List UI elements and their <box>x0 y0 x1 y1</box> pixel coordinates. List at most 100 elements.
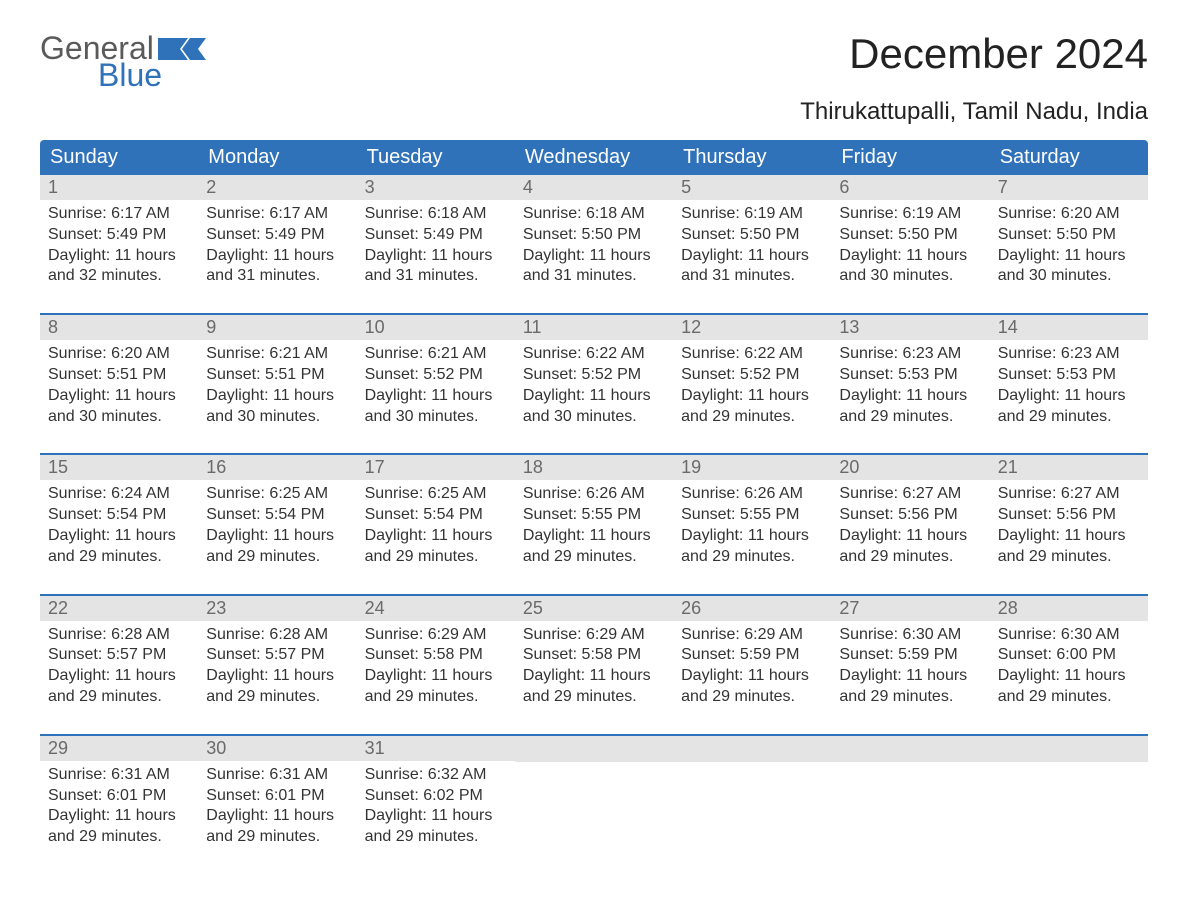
calendar: Sunday Monday Tuesday Wednesday Thursday… <box>40 140 1148 856</box>
day-line: Sunrise: 6:23 AM <box>839 344 981 365</box>
day-cell: 28Sunrise: 6:30 AMSunset: 6:00 PMDayligh… <box>990 596 1148 716</box>
empty-day-bar <box>831 736 989 762</box>
day-number: 30 <box>198 736 356 761</box>
day-number: 21 <box>990 455 1148 480</box>
day-line: Sunrise: 6:28 AM <box>48 625 190 646</box>
day-content: Sunrise: 6:28 AMSunset: 5:57 PMDaylight:… <box>40 621 198 716</box>
day-header: Tuesday <box>357 140 515 175</box>
day-number: 26 <box>673 596 831 621</box>
day-content: Sunrise: 6:29 AMSunset: 5:58 PMDaylight:… <box>515 621 673 716</box>
day-number: 31 <box>357 736 515 761</box>
day-cell: 2Sunrise: 6:17 AMSunset: 5:49 PMDaylight… <box>198 175 356 295</box>
day-content: Sunrise: 6:24 AMSunset: 5:54 PMDaylight:… <box>40 480 198 575</box>
day-line: Sunrise: 6:26 AM <box>523 484 665 505</box>
day-content: Sunrise: 6:18 AMSunset: 5:50 PMDaylight:… <box>515 200 673 295</box>
day-number: 23 <box>198 596 356 621</box>
day-line: Sunrise: 6:31 AM <box>48 765 190 786</box>
day-number: 15 <box>40 455 198 480</box>
day-line: and 29 minutes. <box>206 827 348 848</box>
day-content: Sunrise: 6:17 AMSunset: 5:49 PMDaylight:… <box>40 200 198 295</box>
day-line: Daylight: 11 hours <box>839 386 981 407</box>
day-line: Daylight: 11 hours <box>365 806 507 827</box>
day-line: and 29 minutes. <box>365 827 507 848</box>
day-content: Sunrise: 6:27 AMSunset: 5:56 PMDaylight:… <box>990 480 1148 575</box>
day-line: Sunrise: 6:19 AM <box>839 204 981 225</box>
day-number: 24 <box>357 596 515 621</box>
header: General Blue December 2024 <box>40 30 1148 94</box>
empty-day-bar <box>673 736 831 762</box>
day-line: Sunrise: 6:17 AM <box>48 204 190 225</box>
day-number: 5 <box>673 175 831 200</box>
day-line: Sunrise: 6:27 AM <box>998 484 1140 505</box>
day-content: Sunrise: 6:23 AMSunset: 5:53 PMDaylight:… <box>990 340 1148 435</box>
day-line: Daylight: 11 hours <box>839 666 981 687</box>
day-line: Sunset: 5:59 PM <box>839 645 981 666</box>
week-row: 29Sunrise: 6:31 AMSunset: 6:01 PMDayligh… <box>40 734 1148 856</box>
day-cell: 15Sunrise: 6:24 AMSunset: 5:54 PMDayligh… <box>40 455 198 575</box>
day-content: Sunrise: 6:23 AMSunset: 5:53 PMDaylight:… <box>831 340 989 435</box>
day-number: 14 <box>990 315 1148 340</box>
day-cell: 10Sunrise: 6:21 AMSunset: 5:52 PMDayligh… <box>357 315 515 435</box>
day-cell: 19Sunrise: 6:26 AMSunset: 5:55 PMDayligh… <box>673 455 831 575</box>
day-line: Daylight: 11 hours <box>839 526 981 547</box>
day-cell: 20Sunrise: 6:27 AMSunset: 5:56 PMDayligh… <box>831 455 989 575</box>
day-line: Sunrise: 6:25 AM <box>206 484 348 505</box>
day-line: and 29 minutes. <box>681 407 823 428</box>
day-cell: 14Sunrise: 6:23 AMSunset: 5:53 PMDayligh… <box>990 315 1148 435</box>
day-line: Sunset: 5:56 PM <box>998 505 1140 526</box>
day-line: Daylight: 11 hours <box>681 666 823 687</box>
day-number: 20 <box>831 455 989 480</box>
day-cell: 11Sunrise: 6:22 AMSunset: 5:52 PMDayligh… <box>515 315 673 435</box>
day-number: 10 <box>357 315 515 340</box>
day-line: Daylight: 11 hours <box>839 246 981 267</box>
day-line: and 29 minutes. <box>523 687 665 708</box>
day-cell: 24Sunrise: 6:29 AMSunset: 5:58 PMDayligh… <box>357 596 515 716</box>
day-line: Sunrise: 6:20 AM <box>48 344 190 365</box>
day-cell: 1Sunrise: 6:17 AMSunset: 5:49 PMDaylight… <box>40 175 198 295</box>
day-line: Daylight: 11 hours <box>48 386 190 407</box>
day-line: and 29 minutes. <box>48 827 190 848</box>
day-line: Daylight: 11 hours <box>681 246 823 267</box>
day-line: Sunrise: 6:31 AM <box>206 765 348 786</box>
day-line: Sunrise: 6:17 AM <box>206 204 348 225</box>
logo-flag-icon <box>158 38 206 65</box>
day-line: Sunset: 5:50 PM <box>523 225 665 246</box>
day-content: Sunrise: 6:21 AMSunset: 5:52 PMDaylight:… <box>357 340 515 435</box>
day-content: Sunrise: 6:27 AMSunset: 5:56 PMDaylight:… <box>831 480 989 575</box>
day-header: Friday <box>831 140 989 175</box>
day-content: Sunrise: 6:20 AMSunset: 5:50 PMDaylight:… <box>990 200 1148 295</box>
day-cell: 22Sunrise: 6:28 AMSunset: 5:57 PMDayligh… <box>40 596 198 716</box>
logo: General Blue <box>40 30 206 94</box>
day-cell: 12Sunrise: 6:22 AMSunset: 5:52 PMDayligh… <box>673 315 831 435</box>
day-number: 17 <box>357 455 515 480</box>
day-line: Sunset: 5:50 PM <box>998 225 1140 246</box>
day-line: Sunrise: 6:21 AM <box>365 344 507 365</box>
day-number: 22 <box>40 596 198 621</box>
day-line: and 29 minutes. <box>681 547 823 568</box>
day-line: and 30 minutes. <box>998 266 1140 287</box>
day-line: and 31 minutes. <box>523 266 665 287</box>
day-line: and 29 minutes. <box>48 687 190 708</box>
day-number: 28 <box>990 596 1148 621</box>
day-line: and 29 minutes. <box>998 687 1140 708</box>
day-cell: 13Sunrise: 6:23 AMSunset: 5:53 PMDayligh… <box>831 315 989 435</box>
day-content: Sunrise: 6:29 AMSunset: 5:58 PMDaylight:… <box>357 621 515 716</box>
day-cell <box>831 736 989 856</box>
day-line: Sunrise: 6:22 AM <box>681 344 823 365</box>
day-line: Sunset: 5:50 PM <box>839 225 981 246</box>
day-line: Daylight: 11 hours <box>48 526 190 547</box>
day-number: 9 <box>198 315 356 340</box>
day-line: and 29 minutes. <box>206 687 348 708</box>
day-line: Sunset: 6:00 PM <box>998 645 1140 666</box>
day-header: Monday <box>198 140 356 175</box>
day-line: Sunset: 5:52 PM <box>523 365 665 386</box>
day-number: 7 <box>990 175 1148 200</box>
day-number: 16 <box>198 455 356 480</box>
day-number: 12 <box>673 315 831 340</box>
day-line: Daylight: 11 hours <box>998 246 1140 267</box>
day-line: Sunrise: 6:18 AM <box>523 204 665 225</box>
day-line: Sunset: 5:57 PM <box>206 645 348 666</box>
day-line: and 30 minutes. <box>365 407 507 428</box>
day-cell: 7Sunrise: 6:20 AMSunset: 5:50 PMDaylight… <box>990 175 1148 295</box>
day-line: and 29 minutes. <box>365 547 507 568</box>
